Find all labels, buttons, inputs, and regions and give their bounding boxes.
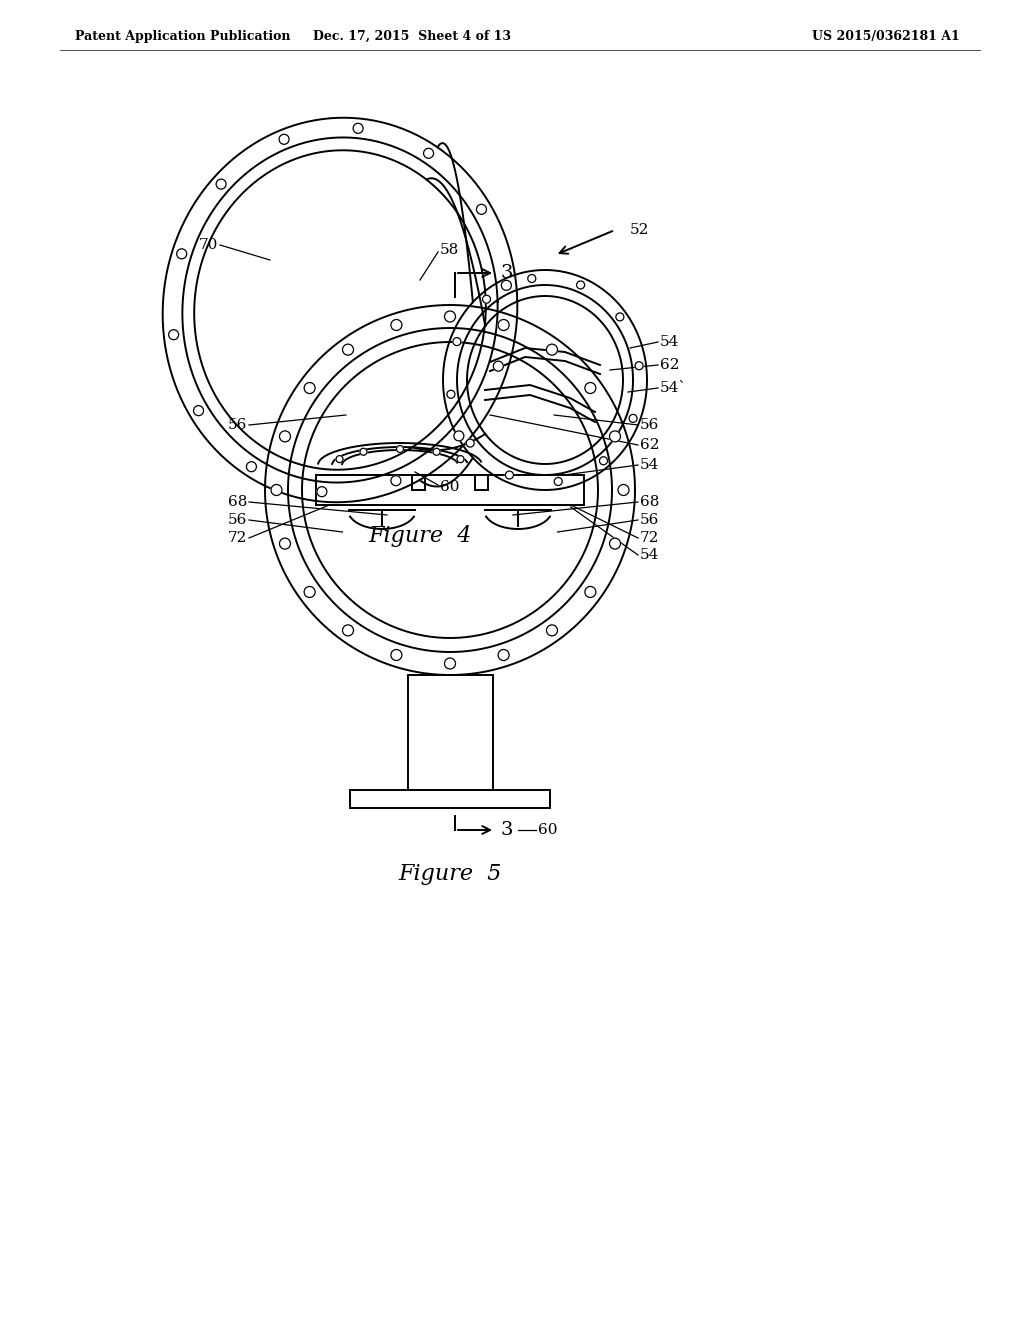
Text: Figure  4: Figure 4 <box>369 525 472 546</box>
Circle shape <box>454 430 464 441</box>
Circle shape <box>506 471 513 479</box>
Text: 56: 56 <box>227 418 247 432</box>
Circle shape <box>547 624 557 636</box>
Circle shape <box>396 446 403 453</box>
Circle shape <box>444 657 456 669</box>
Text: 52: 52 <box>630 223 649 238</box>
Circle shape <box>391 319 401 330</box>
Circle shape <box>304 586 315 598</box>
Text: Patent Application Publication: Patent Application Publication <box>75 30 291 44</box>
Text: 60: 60 <box>538 822 557 837</box>
Circle shape <box>280 539 291 549</box>
Circle shape <box>169 330 178 339</box>
Circle shape <box>554 478 562 486</box>
Text: Dec. 17, 2015  Sheet 4 of 13: Dec. 17, 2015 Sheet 4 of 13 <box>313 30 511 44</box>
Text: Figure  5: Figure 5 <box>398 863 502 884</box>
Text: 56: 56 <box>640 513 659 527</box>
Circle shape <box>391 475 401 486</box>
Circle shape <box>629 414 637 422</box>
Text: US 2015/0362181 A1: US 2015/0362181 A1 <box>812 30 961 44</box>
Text: 72: 72 <box>640 531 659 545</box>
Text: 68: 68 <box>640 495 659 510</box>
Text: 54: 54 <box>660 335 679 348</box>
Text: 58: 58 <box>440 243 459 257</box>
Circle shape <box>342 345 353 355</box>
Text: 3: 3 <box>500 821 512 840</box>
Circle shape <box>247 462 256 471</box>
Text: 56: 56 <box>640 418 659 432</box>
Circle shape <box>216 180 226 189</box>
Circle shape <box>424 148 433 158</box>
Circle shape <box>457 455 464 462</box>
Circle shape <box>280 135 289 144</box>
Circle shape <box>585 586 596 598</box>
Circle shape <box>599 457 607 465</box>
Circle shape <box>635 362 643 370</box>
Circle shape <box>280 430 291 442</box>
Text: 72: 72 <box>227 531 247 545</box>
Circle shape <box>476 205 486 214</box>
Text: 54`: 54` <box>660 381 687 395</box>
Text: 70: 70 <box>199 238 218 252</box>
Circle shape <box>527 275 536 282</box>
Circle shape <box>271 484 282 495</box>
Circle shape <box>342 624 353 636</box>
Circle shape <box>502 280 511 290</box>
Circle shape <box>494 362 504 371</box>
Circle shape <box>585 383 596 393</box>
Circle shape <box>609 430 621 442</box>
Circle shape <box>360 449 367 455</box>
Circle shape <box>194 405 204 416</box>
Circle shape <box>177 249 186 259</box>
Text: 54: 54 <box>640 458 659 473</box>
Bar <box>408 675 493 789</box>
Circle shape <box>498 649 509 660</box>
Circle shape <box>353 123 364 133</box>
Circle shape <box>466 440 474 447</box>
Circle shape <box>336 455 343 462</box>
Text: 54: 54 <box>640 548 659 562</box>
Text: 3: 3 <box>500 264 512 282</box>
Circle shape <box>615 313 624 321</box>
Bar <box>350 789 550 808</box>
Circle shape <box>444 312 456 322</box>
Circle shape <box>453 338 461 346</box>
Circle shape <box>304 383 315 393</box>
Circle shape <box>433 449 440 455</box>
Circle shape <box>609 539 621 549</box>
Text: 68: 68 <box>227 495 247 510</box>
Text: 62: 62 <box>660 358 680 372</box>
Circle shape <box>498 319 509 330</box>
Circle shape <box>482 296 490 304</box>
Circle shape <box>446 391 455 399</box>
Circle shape <box>316 487 327 496</box>
Text: 62: 62 <box>640 438 659 451</box>
Circle shape <box>391 649 401 660</box>
Text: 60: 60 <box>440 480 460 494</box>
Circle shape <box>547 345 557 355</box>
Text: 56: 56 <box>227 513 247 527</box>
Circle shape <box>618 484 629 495</box>
Circle shape <box>577 281 585 289</box>
